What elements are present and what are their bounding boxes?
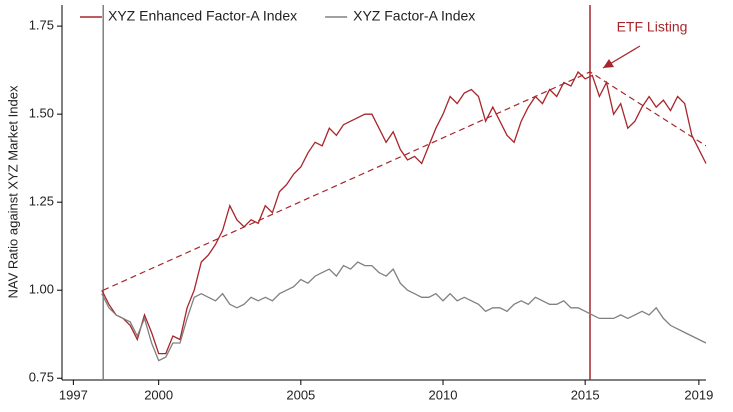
series-line — [101, 261, 707, 362]
y-tick-label: 1.00 — [29, 282, 54, 297]
trend-line — [102, 71, 707, 291]
y-tick-label: 1.25 — [29, 194, 54, 209]
legend-label: XYZ Enhanced Factor-A Index — [108, 8, 297, 24]
legend-label: XYZ Factor-A Index — [353, 8, 475, 24]
y-axis-label: NAV Ratio against XYZ Market Index — [5, 85, 20, 298]
x-tick-label: 2010 — [429, 387, 458, 402]
y-tick-label: 1.50 — [29, 106, 54, 121]
x-tick-label: 2005 — [286, 387, 315, 402]
y-tick-label: 0.75 — [29, 370, 54, 385]
x-tick-label: 2015 — [571, 387, 600, 402]
series-line — [101, 70, 707, 355]
y-tick-label: 1.75 — [29, 18, 54, 33]
arrow-head — [603, 59, 614, 68]
x-tick-label: 2000 — [144, 387, 173, 402]
annotation: ETF Listing — [617, 19, 688, 35]
x-tick-label: 1997 — [59, 387, 88, 402]
x-tick-label: 2019 — [684, 387, 713, 402]
